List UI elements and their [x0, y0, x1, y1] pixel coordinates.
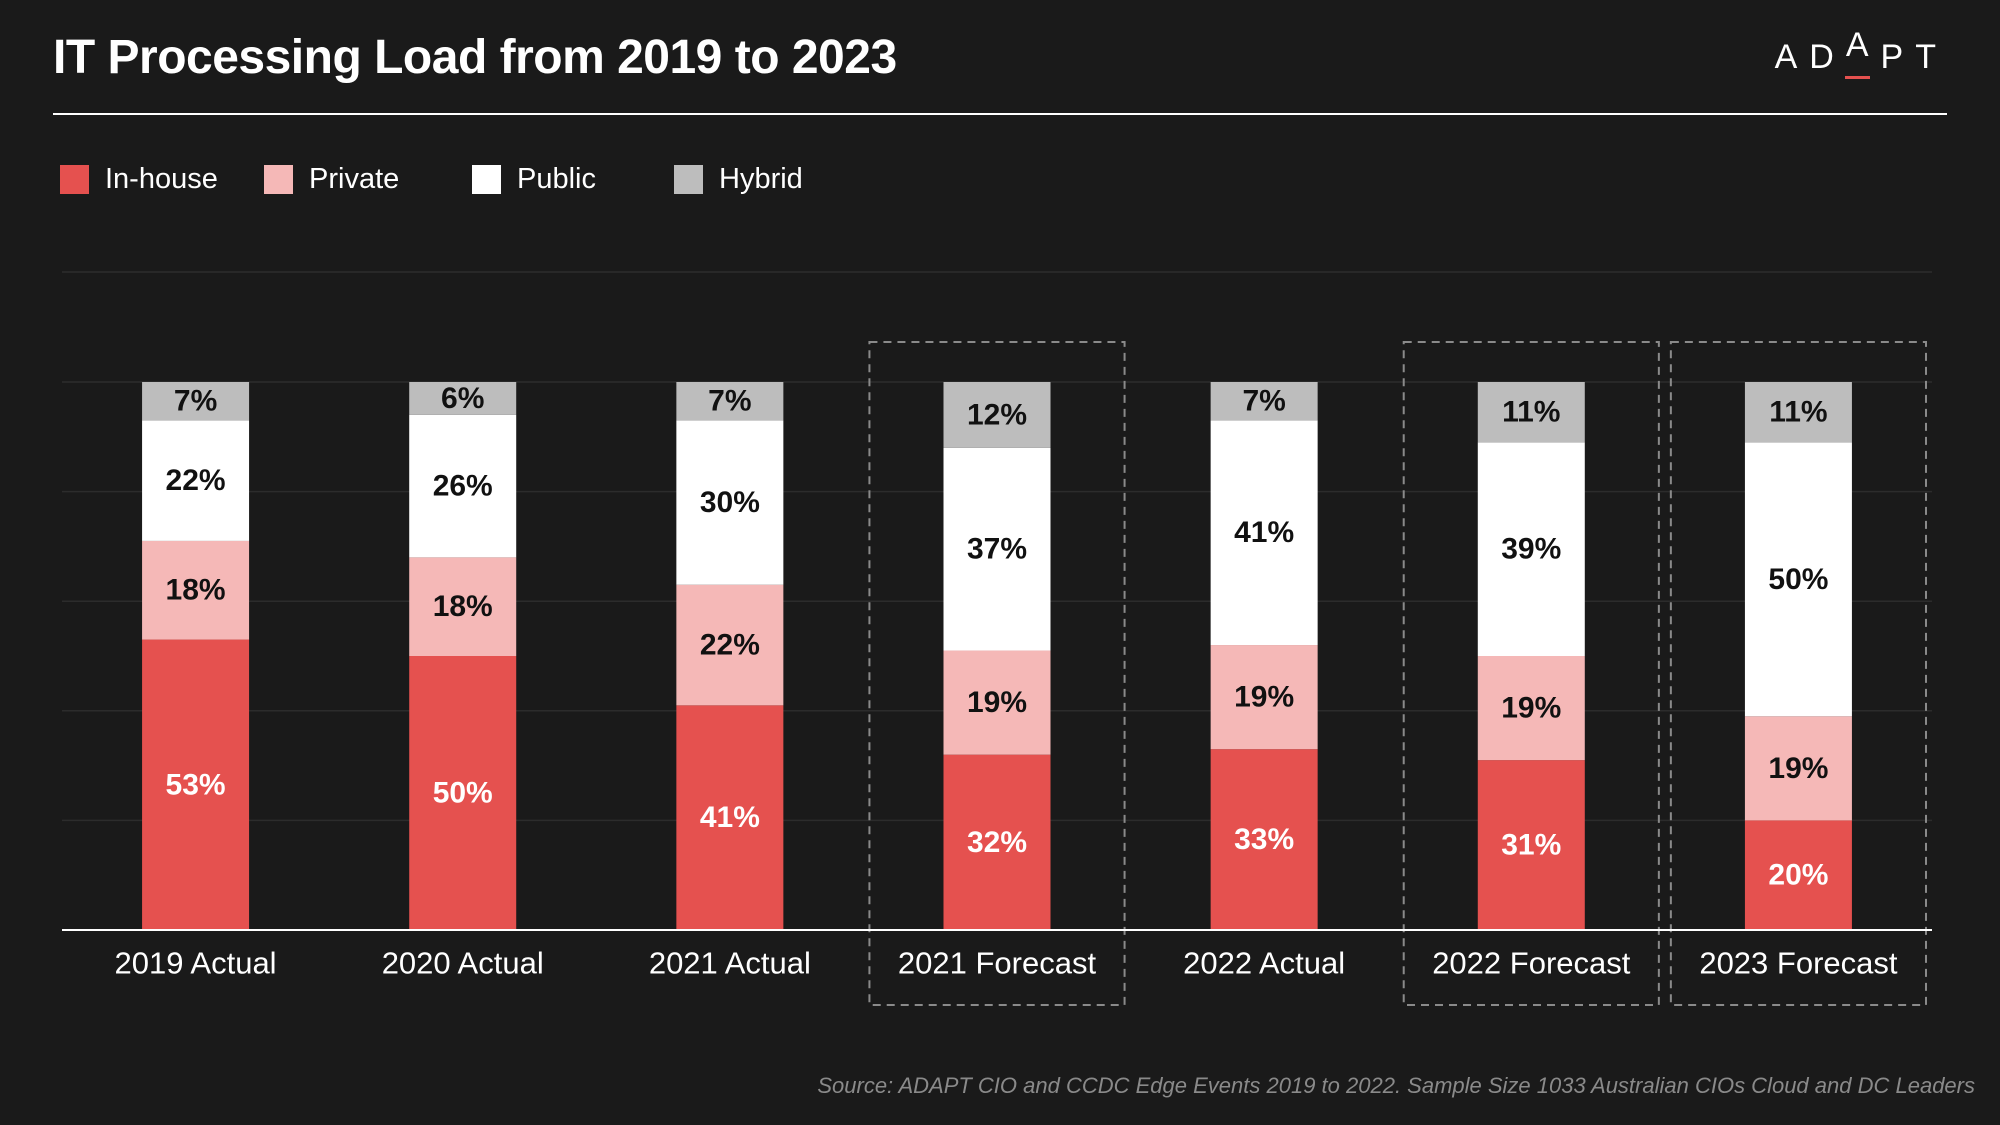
data-label: 7% — [708, 385, 751, 418]
bar-segment-hybrid — [1477, 382, 1585, 443]
logo-accent-letter: A — [1844, 26, 1881, 79]
bar-segment-hybrid — [1744, 382, 1852, 443]
legend-swatch-hybrid — [674, 165, 703, 194]
logo-letters-1: AD — [1774, 38, 1846, 76]
data-label: 30% — [700, 486, 760, 519]
bar-segment-private — [1477, 656, 1585, 761]
logo-letters-2: PT — [1880, 38, 1948, 76]
data-label: 53% — [166, 768, 226, 801]
bar-segment-public — [409, 414, 517, 558]
bar-segment-in-house — [1210, 749, 1318, 930]
data-label: 22% — [166, 464, 226, 497]
legend-item-private: Private — [264, 163, 472, 196]
bar-segment-in-house — [1477, 760, 1585, 930]
data-label: 19% — [1501, 692, 1561, 725]
data-label: 20% — [1768, 859, 1828, 892]
page-title: IT Processing Load from 2019 to 2023 — [53, 31, 897, 84]
title-divider — [53, 113, 1947, 115]
bar-segment-hybrid — [1210, 382, 1318, 421]
data-label: 39% — [1501, 533, 1561, 566]
data-label: 18% — [433, 590, 493, 623]
legend-label-in-house: In-house — [105, 163, 218, 195]
data-label: 18% — [166, 574, 226, 607]
data-label: 11% — [1769, 396, 1827, 429]
legend-swatch-private — [264, 165, 293, 194]
legend-item-hybrid: Hybrid — [674, 163, 803, 196]
bar-segment-private — [142, 540, 250, 640]
bar-segment-in-house — [1744, 820, 1852, 930]
data-label: 19% — [1768, 752, 1828, 785]
forecast-highlight-box — [868, 341, 1126, 1006]
data-label: 11% — [1502, 396, 1560, 429]
legend-item-public: Public — [472, 163, 674, 196]
bar-segment-in-house — [676, 705, 784, 930]
x-tick-label: 2020 Actual — [382, 946, 544, 981]
chart-legend: In-house Private Public Hybrid — [60, 163, 803, 196]
bar-segment-private — [1744, 716, 1852, 821]
bar-segment-in-house — [409, 656, 517, 930]
bar-segment-private — [1210, 645, 1318, 750]
bar-segment-hybrid — [142, 382, 250, 421]
legend-label-hybrid: Hybrid — [719, 163, 803, 195]
legend-swatch-in-house — [60, 165, 89, 194]
bar-segment-private — [409, 557, 517, 656]
adapt-logo: ADAPT — [1774, 26, 1948, 79]
legend-swatch-public — [472, 165, 501, 194]
data-label: 50% — [1768, 563, 1828, 596]
x-tick-label: 2021 Forecast — [898, 946, 1097, 981]
data-label: 50% — [433, 777, 493, 810]
data-label: 41% — [700, 801, 760, 834]
x-tick-label: 2019 Actual — [115, 946, 277, 981]
bar-segment-hybrid — [943, 382, 1051, 448]
x-tick-label: 2023 Forecast — [1699, 946, 1898, 981]
bar-segment-public — [676, 420, 784, 585]
source-note: Source: ADAPT CIO and CCDC Edge Events 2… — [817, 1073, 1975, 1098]
x-tick-label: 2021 Actual — [649, 946, 811, 981]
x-tick-label: 2022 Actual — [1183, 946, 1345, 981]
bar-segment-public — [142, 420, 250, 541]
data-label: 6% — [441, 382, 484, 415]
bar-segment-private — [943, 650, 1051, 755]
data-label: 7% — [1242, 385, 1285, 418]
data-label: 26% — [433, 470, 493, 503]
legend-label-private: Private — [309, 163, 400, 195]
data-label: 31% — [1501, 829, 1561, 862]
legend-label-public: Public — [517, 163, 596, 195]
forecast-highlight-box — [1669, 341, 1928, 1006]
legend-item-in-house: In-house — [60, 163, 264, 196]
data-label: 7% — [174, 385, 217, 418]
data-label: 22% — [700, 629, 760, 662]
bar-segment-in-house — [142, 639, 250, 930]
forecast-highlight-box — [1402, 341, 1660, 1006]
data-label: 41% — [1234, 516, 1294, 549]
data-label: 19% — [967, 686, 1027, 719]
data-label: 12% — [967, 398, 1027, 431]
bar-segment-public — [1744, 442, 1852, 717]
data-label: 33% — [1234, 823, 1294, 856]
bar-segment-public — [943, 447, 1051, 651]
data-label: 32% — [967, 826, 1027, 859]
bar-segment-public — [1477, 442, 1585, 656]
bar-segment-private — [676, 584, 784, 706]
bar-segment-public — [1210, 420, 1318, 646]
data-label: 37% — [967, 533, 1027, 566]
bar-segment-in-house — [943, 754, 1051, 930]
data-label: 19% — [1234, 681, 1294, 714]
x-tick-label: 2022 Forecast — [1432, 946, 1631, 981]
bar-segment-hybrid — [409, 382, 517, 415]
bar-segment-hybrid — [676, 382, 784, 421]
